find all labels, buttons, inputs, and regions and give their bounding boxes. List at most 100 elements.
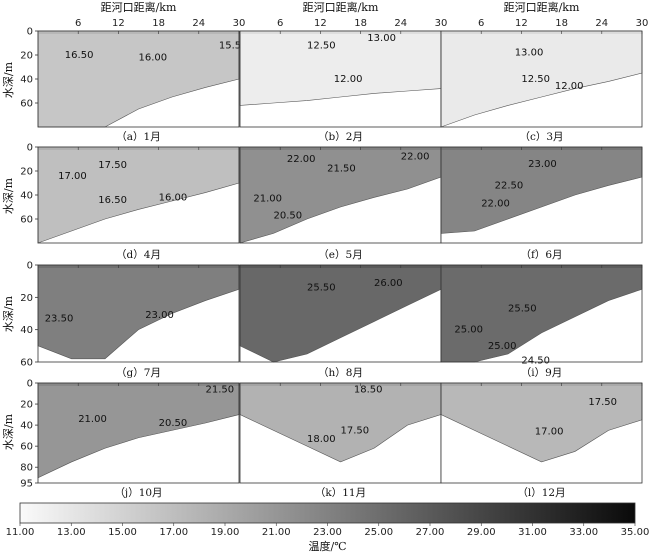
surface-band: [38, 383, 239, 386]
surface-band: [441, 383, 642, 386]
contour-label: 22.00: [401, 152, 430, 163]
y-tick-label: 0: [27, 261, 33, 272]
top-axis-label-3: 距河口距离/km: [504, 0, 580, 14]
x-tick-label: 6: [277, 18, 283, 29]
colorbar-tick-label: 29.00: [467, 527, 496, 538]
colorbar-tick-label: 23.00: [313, 527, 342, 538]
contour-label: 17.50: [588, 397, 617, 408]
contour-label: 12.00: [334, 74, 363, 85]
colorbar: [19, 502, 636, 524]
contour-label: 17.00: [535, 426, 564, 437]
y-tick-label: 80: [20, 463, 33, 474]
contour-label: 12.50: [521, 74, 550, 85]
panel-frame: [440, 264, 643, 363]
colorbar-tick-label: 11.00: [6, 527, 35, 538]
surface-band: [240, 383, 441, 386]
x-tick-label: 24: [192, 18, 205, 29]
contour-label: 23.50: [45, 313, 74, 324]
top-axis-label-2: 距河口距离/km: [303, 0, 379, 14]
x-tick-label: 12: [515, 18, 528, 29]
panel-frame: [440, 382, 643, 484]
contour-label: 18.50: [354, 384, 383, 395]
surface-band: [38, 147, 239, 150]
x-tick-label: 18: [354, 18, 367, 29]
y-tick-label: 40: [20, 325, 33, 336]
contour-label: 24.50: [521, 355, 550, 366]
contour-label: 25.00: [454, 325, 483, 336]
surface-band: [441, 31, 642, 34]
contour-label: 16.50: [65, 50, 94, 61]
contour-label: 25.00: [488, 341, 517, 352]
surface-band: [240, 31, 441, 34]
panel-caption: （k）11月: [315, 487, 366, 499]
colorbar-tick-label: 31.00: [518, 527, 547, 538]
x-tick-label: 24: [595, 18, 608, 29]
panel-month-2: 13.00 12.50 12.00 （b）2月: [239, 30, 442, 143]
panel-caption: （d）4月: [116, 249, 161, 261]
contour-label: 12.00: [555, 81, 584, 92]
x-tick-label: 12: [314, 18, 327, 29]
panel-month-10: 21.50 21.00 20.50 0 20 40 60 80 95 （j）10月: [20, 379, 240, 499]
colorbar-label: 温度/℃: [308, 539, 346, 553]
y-tick-label: 60: [20, 442, 33, 453]
contour-label: 21.50: [206, 384, 235, 395]
y-axis-label-row-3: 水深/m: [2, 295, 15, 332]
panel-month-5: 22.00 21.50 22.00 21.00 20.50 （e）5月: [239, 146, 442, 261]
panel-month-9: 25.50 25.00 25.00 24.50（i）9月: [440, 264, 643, 379]
contour-label: 13.00: [367, 33, 396, 44]
colorbar-tick-label: 21.00: [262, 527, 291, 538]
y-tick-label: 20: [20, 400, 33, 411]
panel-frame: [440, 146, 643, 244]
panel-caption: （e）5月: [318, 249, 362, 261]
contour-label: 23.00: [528, 159, 557, 170]
y-tick-label: 0: [27, 27, 33, 38]
y-tick-label: 20: [20, 167, 33, 178]
y-tick-label: 0: [27, 379, 33, 390]
panel-frame: [440, 30, 643, 128]
panel-month-1: 16.50 16.00 15.50 0 20 40 60 （a）1月: [20, 27, 247, 144]
y-tick-label: 40: [20, 421, 33, 432]
contour-label: 21.00: [78, 414, 107, 425]
contour-label: 22.00: [481, 198, 510, 209]
contour-label: 26.00: [374, 278, 403, 289]
colorbar-tick-label: 17.00: [159, 527, 188, 538]
contour-label: 23.00: [145, 310, 174, 321]
panel-caption: （h）8月: [318, 367, 363, 379]
contour-label: 15.50: [219, 40, 248, 51]
x-tick-label: 24: [394, 18, 407, 29]
panel-month-4: 17.50 17.00 16.50 16.00 0 20 40 60 （d）4月: [20, 143, 240, 261]
x-tick-label: 18: [555, 18, 568, 29]
panel-caption: （g）7月: [116, 367, 161, 379]
contour-label: 13.00: [515, 48, 544, 59]
panel-frame: [37, 382, 240, 484]
contour-label: 16.50: [98, 195, 127, 206]
panel-caption: （c）3月: [519, 131, 563, 143]
x-tick-label: 30: [233, 18, 246, 29]
contour-label: 17.00: [58, 171, 87, 182]
contour-label: 12.50: [307, 40, 336, 51]
x-tick-label: 30: [435, 18, 448, 29]
panel-month-7: 23.50 23.00 0 20 40 60 （g）7月: [20, 261, 240, 379]
colorbar-tick-label: 25.00: [364, 527, 393, 538]
x-tick-label: 6: [75, 18, 81, 29]
colorbar-tick-label: 27.00: [416, 527, 445, 538]
panel-month-6: 23.00 22.50 22.00 （f）6月: [440, 146, 643, 261]
y-tick-label: 20: [20, 51, 33, 62]
panel-month-3: 13.00 12.50 12.00 （c）3月: [440, 30, 643, 143]
surface-band: [441, 265, 642, 268]
contour-label: 17.50: [341, 425, 370, 436]
contour-label: 16.00: [159, 192, 188, 203]
panel-caption: （f）6月: [520, 249, 562, 261]
x-tick-label: 12: [112, 18, 125, 29]
colorbar-tick-label: 15.00: [108, 527, 137, 538]
y-tick-label: 40: [20, 191, 33, 202]
panel-caption: （i）9月: [521, 367, 563, 379]
contour-label: 21.50: [327, 164, 356, 175]
colorbar-tick-label: 13.00: [57, 527, 86, 538]
panel-month-8: 25.50 26.00 （h）8月: [239, 264, 442, 379]
surface-band: [38, 265, 239, 268]
contour-label: 21.00: [253, 194, 282, 205]
surface-band: [240, 265, 441, 268]
y-axis-label-row-4: 水深/m: [2, 413, 15, 450]
